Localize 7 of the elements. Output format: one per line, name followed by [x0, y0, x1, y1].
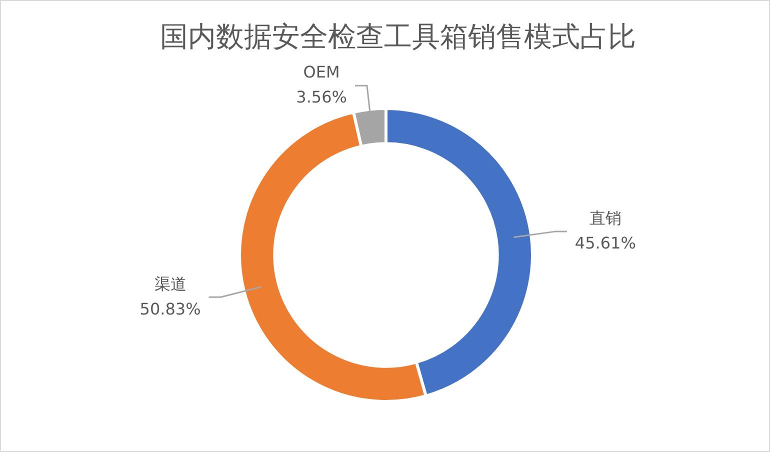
slice-label: 直销: [589, 208, 622, 228]
data-label: 45.61%: [574, 234, 636, 253]
data-label: 3.56%: [296, 88, 347, 107]
data-label: 50.83%: [140, 299, 201, 318]
slice-label: 渠道: [154, 274, 186, 294]
chart-title: 国内数据安全检查工具箱销售模式占比: [159, 19, 637, 55]
slice-label: OEM: [303, 62, 340, 82]
